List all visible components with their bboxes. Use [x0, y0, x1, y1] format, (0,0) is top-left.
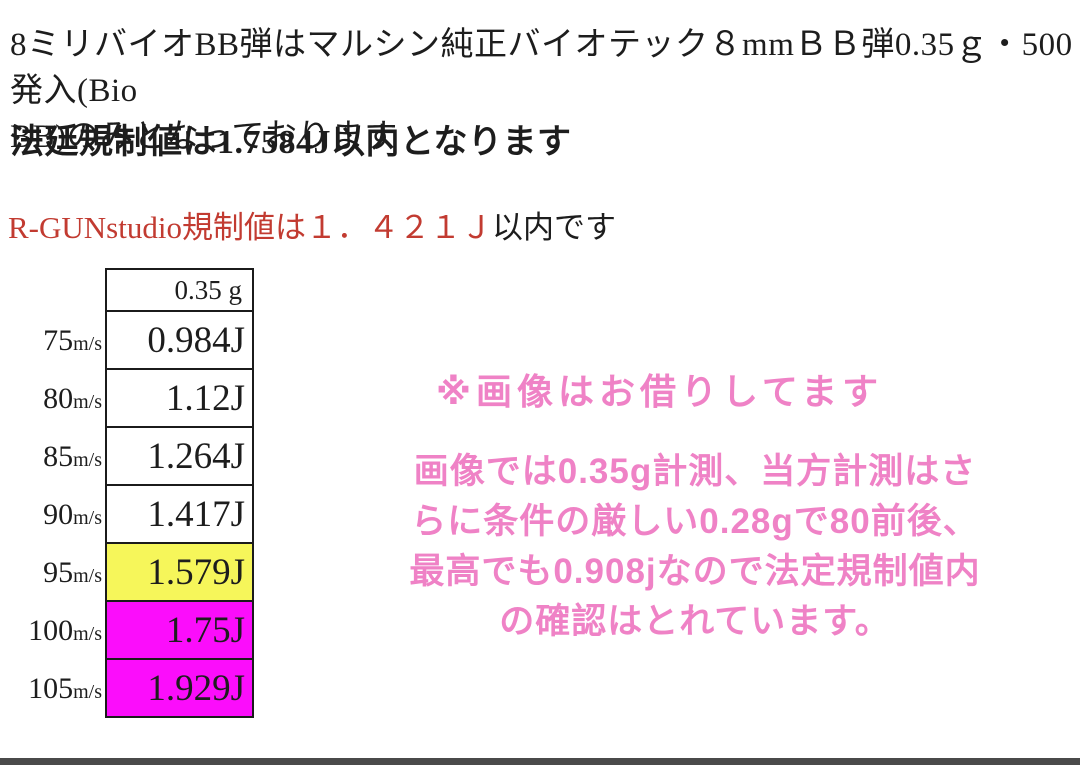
speed-label: 90m/s [4, 498, 105, 532]
bottom-bar [0, 758, 1080, 765]
speed-unit: m/s [73, 623, 102, 645]
speed-label: 95m/s [4, 556, 105, 590]
speed-unit: m/s [73, 507, 102, 529]
speed-value: 85 [43, 440, 74, 473]
speed-value: 75 [43, 324, 74, 357]
speed-label: 75m/s [4, 324, 105, 358]
speed-label: 80m/s [4, 382, 105, 416]
intro-text: 8ミリバイオBB弾はマルシン純正バイオテック８mmＢＢ弾0.35ｇ・500発入(… [10, 27, 1073, 155]
table-row: 105m/s 1.929J [4, 658, 254, 718]
energy-table: 0.35 g 75m/s 0.984J 80m/s 1.12J 85m/s 1.… [4, 268, 254, 718]
speed-value: 80 [43, 382, 74, 415]
energy-cell: 1.264J [105, 426, 254, 486]
table-row: 90m/s 1.417J [4, 484, 254, 544]
speed-unit: m/s [73, 681, 102, 703]
table-row: 80m/s 1.12J [4, 368, 254, 428]
shop-limit-line: R-GUNstudio規制値は１．４２１Ｊ以内です [8, 202, 616, 247]
speed-value: 95 [43, 556, 74, 589]
table-header-row: 0.35 g [4, 268, 254, 312]
energy-cell: 1.12J [105, 368, 254, 428]
energy-cell: 0.984J [105, 310, 254, 370]
energy-cell: 1.929J [105, 658, 254, 718]
speed-value: 90 [43, 498, 74, 531]
table-row: 85m/s 1.264J [4, 426, 254, 486]
measurement-note: 画像では0.35g計測、当方計測はさ らに条件の厳しい0.28gで80前後、 最… [409, 452, 981, 641]
speed-value: 105 [28, 672, 74, 705]
speed-value: 100 [28, 614, 74, 647]
energy-cell: 1.75J [105, 600, 254, 660]
table-header-cell: 0.35 g [105, 268, 254, 312]
speed-unit: m/s [73, 565, 102, 587]
table-row: 100m/s 1.75J [4, 600, 254, 660]
image-credit-note: ※画像はお借りしてます [436, 371, 884, 412]
shop-limit-suffix-text: 以内です [491, 210, 616, 245]
speed-unit: m/s [73, 391, 102, 413]
energy-cell: 1.417J [105, 484, 254, 544]
legal-limit-text: 法廷規制値は1.7584J以内となります [10, 124, 572, 161]
speed-label: 85m/s [4, 440, 105, 474]
speed-unit: m/s [73, 449, 102, 471]
speed-label: 100m/s [4, 614, 105, 648]
shop-limit-red-text: R-GUNstudio規制値は１．４２１Ｊ [8, 210, 492, 245]
table-row: 75m/s 0.984J [4, 310, 254, 370]
energy-cell: 1.579J [105, 542, 254, 602]
speed-label: 105m/s [4, 672, 105, 706]
table-row: 95m/s 1.579J [4, 542, 254, 602]
speed-unit: m/s [73, 333, 102, 355]
